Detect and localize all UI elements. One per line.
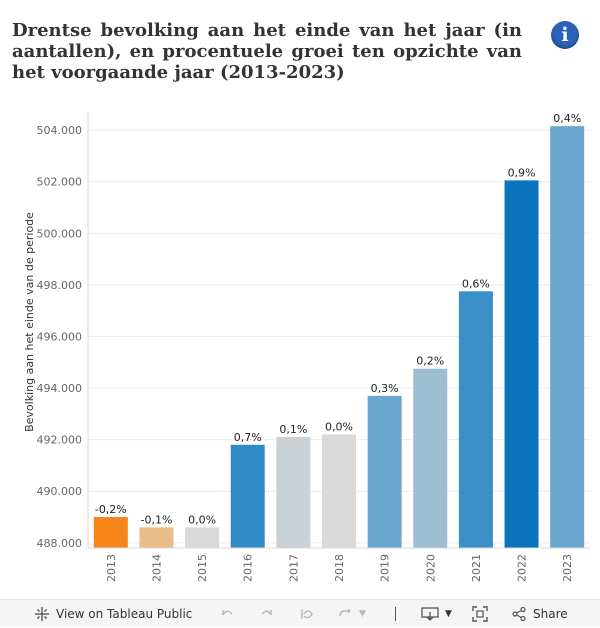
redo-icon xyxy=(259,606,275,622)
download-button[interactable]: ▼ xyxy=(421,600,452,628)
y-tick-label: 498.000 xyxy=(37,279,83,292)
data-label-2017: 0,1% xyxy=(279,423,307,436)
refresh-dropdown-icon: ▼ xyxy=(359,609,366,619)
download-icon xyxy=(421,606,439,622)
y-tick-label: 500.000 xyxy=(37,227,83,240)
data-label-2021: 0,6% xyxy=(462,277,490,290)
tableau-toolbar: View on Tableau Public ▼ ▼ Share xyxy=(0,599,600,627)
share-icon xyxy=(511,606,527,622)
share-button[interactable]: Share xyxy=(511,600,568,628)
x-tick-label: 2019 xyxy=(379,554,392,582)
bar-2015[interactable] xyxy=(185,527,220,548)
data-label-2015: 0,0% xyxy=(188,513,216,526)
data-label-2013: -0,2% xyxy=(95,503,127,516)
data-label-2019: 0,3% xyxy=(371,382,399,395)
revert-icon xyxy=(299,606,315,622)
x-tick-label: 2013 xyxy=(105,554,118,582)
data-label-2016: 0,7% xyxy=(234,431,262,444)
x-tick-label: 2014 xyxy=(150,554,163,582)
data-label-2022: 0,9% xyxy=(508,166,536,179)
bar-2019[interactable] xyxy=(367,395,402,548)
fullscreen-icon xyxy=(472,606,488,622)
view-on-tableau-label: View on Tableau Public xyxy=(56,607,193,621)
bar-2022[interactable] xyxy=(504,180,539,548)
y-axis: 488.000 490.000 492.000 494.000 496.000 498.0… xyxy=(37,112,89,550)
view-on-tableau-button[interactable]: View on Tableau Public xyxy=(34,600,192,628)
x-tick-label: 2022 xyxy=(516,554,529,582)
bars xyxy=(93,126,585,549)
y-tick-label: 490.000 xyxy=(37,485,83,498)
y-tick-label: 494.000 xyxy=(37,382,83,395)
y-tick-label: 504.000 xyxy=(37,124,83,137)
data-label-2020: 0,2% xyxy=(416,355,444,368)
x-tick-label: 2021 xyxy=(470,554,483,582)
y-tick-label: 502.000 xyxy=(37,176,83,189)
undo-button[interactable] xyxy=(219,600,235,628)
bar-2020[interactable] xyxy=(413,368,448,548)
y-tick-label: 492.000 xyxy=(37,434,83,447)
x-tick-label: 2023 xyxy=(561,554,574,582)
chart-title: Drentse bevolking aan het einde van het … xyxy=(12,20,522,83)
bar-2018[interactable] xyxy=(322,434,356,548)
download-dropdown-icon: ▼ xyxy=(445,609,452,619)
data-label-2018: 0,0% xyxy=(325,420,353,433)
bar-2013[interactable] xyxy=(93,517,128,548)
data-label-2014: -0,1% xyxy=(140,513,172,526)
bar-2021[interactable] xyxy=(458,291,493,548)
bar-2014[interactable] xyxy=(139,527,174,548)
y-tick-label: 496.000 xyxy=(37,330,83,343)
share-label: Share xyxy=(533,607,568,621)
y-tick-label: 488.000 xyxy=(37,537,83,550)
x-tick-label: 2017 xyxy=(287,554,300,582)
toolbar-divider xyxy=(395,607,396,621)
refresh-button[interactable]: ▼ xyxy=(337,600,366,628)
info-icon[interactable]: i xyxy=(551,21,579,49)
x-tick-label: 2020 xyxy=(424,554,437,582)
tableau-icon xyxy=(34,606,50,622)
fullscreen-button[interactable] xyxy=(472,600,488,628)
x-tick-label: 2018 xyxy=(333,554,346,582)
revert-button[interactable] xyxy=(299,600,315,628)
undo-icon xyxy=(219,606,235,622)
x-axis: 2013 2014 2015 2016 2017 2018 2019 2020 2021 2022… xyxy=(88,547,590,582)
x-tick-label: 2016 xyxy=(242,554,255,582)
refresh-icon xyxy=(337,606,353,622)
data-labels: -0,2% -0,1% 0,0% 0,7% 0,1% 0,0% 0,3% 0,2% 0,6% 0,… xyxy=(95,112,581,526)
data-label-2023: 0,4% xyxy=(553,112,581,125)
bar-2017[interactable] xyxy=(276,437,311,548)
redo-button[interactable] xyxy=(259,600,275,628)
bar-chart: 488.000 490.000 492.000 494.000 496.000 498.0… xyxy=(23,112,590,582)
y-axis-label: Bevolking aan het einde van de periode xyxy=(23,212,36,432)
bar-2016[interactable] xyxy=(230,444,265,548)
bar-2023[interactable] xyxy=(550,126,585,549)
x-tick-label: 2015 xyxy=(196,554,209,582)
